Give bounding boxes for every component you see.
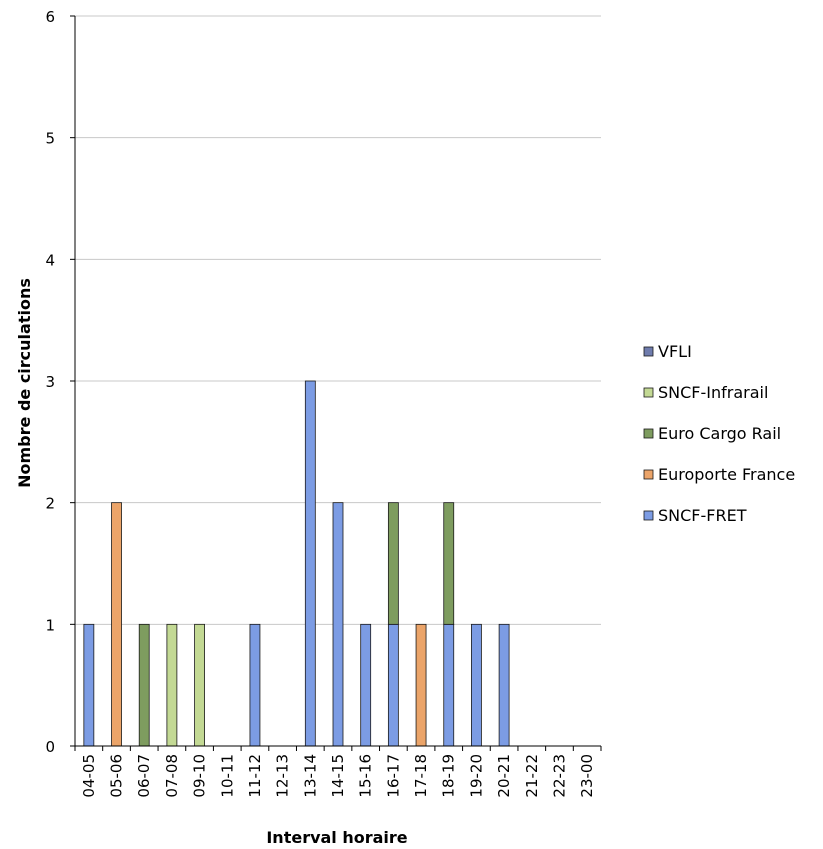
x-tick-label: 19-20 <box>467 754 485 798</box>
bar-segment <box>443 502 455 625</box>
gridlines <box>75 15 601 625</box>
legend-label: Euro Cargo Rail <box>658 424 781 443</box>
x-tick-label: 11-12 <box>246 754 264 798</box>
x-tick-label: 18-19 <box>440 754 458 798</box>
x-tick-label: 21-22 <box>523 754 541 798</box>
y-tick-label: 0 <box>45 738 55 756</box>
bar-segment <box>332 502 344 747</box>
bar-segment <box>360 623 372 747</box>
bar-segment <box>498 623 510 747</box>
x-axis-title: Interval horaire <box>266 828 407 847</box>
legend-label: SNCF-FRET <box>658 506 747 525</box>
x-tick-label: 10-11 <box>218 754 236 798</box>
y-tick-labels: 0 1 2 3 4 5 6 <box>45 8 55 756</box>
bar-segment <box>166 623 178 747</box>
y-tick-label: 3 <box>45 373 55 391</box>
bar-segment <box>249 623 261 747</box>
x-tick-label: 06-07 <box>135 754 153 798</box>
y-tick-label: 4 <box>45 251 55 269</box>
y-tick-label: 5 <box>45 130 55 148</box>
legend: VFLI SNCF-Infrarail Euro Cargo Rail Europor… <box>643 342 795 525</box>
x-tick-label: 22-23 <box>550 754 568 798</box>
legend-label: Europorte France <box>658 465 795 484</box>
bars <box>83 380 510 747</box>
bar-segment <box>304 380 316 747</box>
legend-swatch <box>643 510 654 521</box>
legend-label: VFLI <box>658 342 692 361</box>
x-tick-label: 13-14 <box>301 754 319 798</box>
y-tick-label: 6 <box>45 8 55 26</box>
x-tick-label: 04-05 <box>80 754 98 798</box>
x-tick-label: 15-16 <box>357 754 375 798</box>
bar-segment <box>387 502 399 625</box>
x-tick-labels: 04-05 05-06 06-07 07-08 09-10 10-11 11-12 12-13… <box>80 754 596 798</box>
bar-segment <box>138 623 150 747</box>
bar-segment <box>415 623 427 747</box>
x-tick-label: 14-15 <box>329 754 347 798</box>
x-tick-label: 17-18 <box>412 754 430 798</box>
legend-swatch <box>643 469 654 480</box>
x-tick-label: 20-21 <box>495 754 513 798</box>
legend-swatch <box>643 387 654 398</box>
bar-segment <box>387 623 399 747</box>
x-tick-label: 16-17 <box>384 754 402 798</box>
bar-segment <box>443 623 455 747</box>
y-tick-label: 2 <box>45 495 55 513</box>
legend-swatch <box>643 428 654 439</box>
x-tick-label: 09-10 <box>191 754 209 798</box>
y-tick-label: 1 <box>45 616 55 634</box>
x-tick-label: 07-08 <box>163 754 181 798</box>
x-tick-label: 05-06 <box>108 754 126 798</box>
bar-segment <box>111 502 122 747</box>
x-tick-label: 12-13 <box>274 754 292 798</box>
x-tick-label: 23-00 <box>578 754 596 798</box>
legend-label: SNCF-Infrarail <box>658 383 768 402</box>
legend-swatch <box>643 346 654 357</box>
y-axis-title: Nombre de circulations <box>15 278 34 488</box>
bar-segment <box>194 623 205 747</box>
axes <box>70 15 602 751</box>
bar-segment <box>471 623 482 747</box>
bar-segment <box>83 623 95 747</box>
